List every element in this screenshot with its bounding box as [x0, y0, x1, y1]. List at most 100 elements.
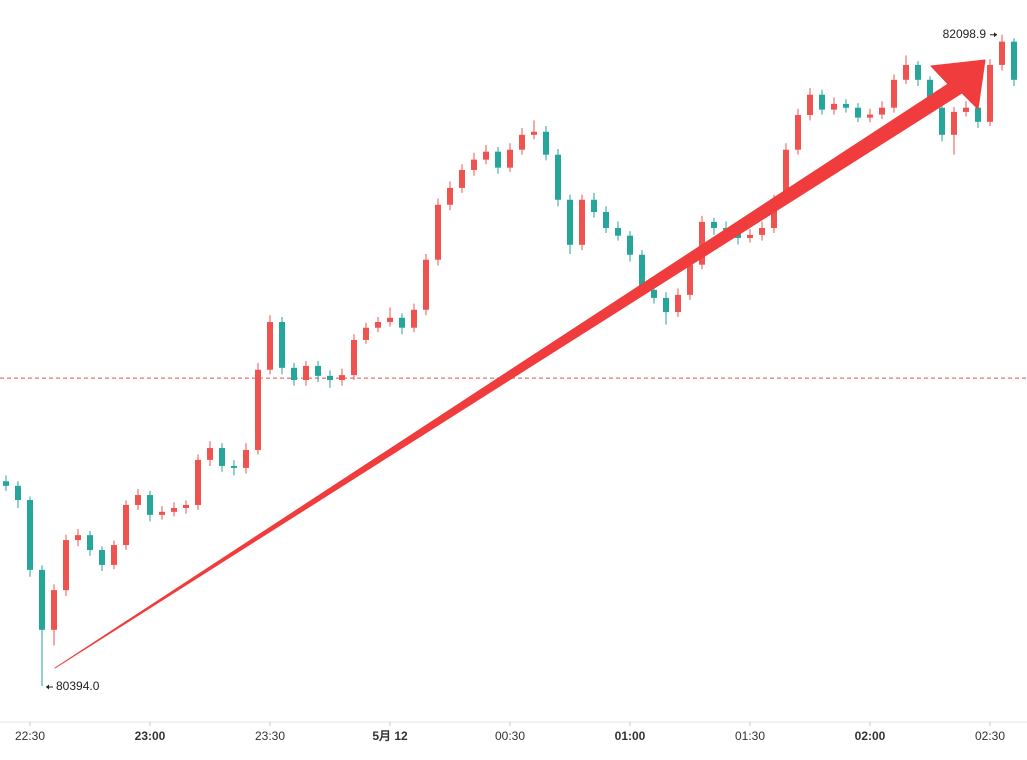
candle-body: [315, 365, 321, 376]
price-annotation: 82098.9: [943, 27, 997, 41]
candle-body: [927, 79, 933, 108]
x-tick-label: 01:00: [615, 729, 646, 743]
candle-body: [495, 151, 501, 168]
candle-body: [147, 495, 153, 515]
candle-body: [699, 221, 705, 265]
candle-body: [711, 221, 717, 229]
candle-body: [255, 369, 261, 450]
candle-body: [891, 79, 897, 108]
candle-body: [747, 234, 753, 238]
candle-body: [423, 259, 429, 310]
candle-body: [627, 235, 633, 255]
candle-body: [219, 448, 225, 466]
candle-body: [363, 327, 369, 340]
candle-body: [651, 289, 657, 298]
x-tick-label: 23:30: [255, 729, 285, 743]
candle-body: [291, 367, 297, 381]
candle-body: [471, 159, 477, 170]
candle-body: [783, 149, 789, 200]
x-tick-label: 02:00: [855, 729, 886, 743]
candle-body: [771, 199, 777, 229]
candle-body: [267, 321, 273, 370]
candle-body: [963, 107, 969, 112]
annotation-label: 82098.9: [943, 27, 987, 41]
candle-body: [939, 107, 945, 135]
candle-body: [603, 211, 609, 229]
candle-body: [843, 103, 849, 108]
candle-body: [519, 134, 525, 150]
candle-body: [63, 540, 69, 591]
candle-body: [555, 154, 561, 200]
candle-body: [399, 317, 405, 328]
x-tick-label: 02:30: [975, 729, 1005, 743]
annotation-arrowhead: [994, 32, 997, 38]
candle-body: [195, 459, 201, 505]
candle-body: [999, 41, 1005, 65]
candle-body: [987, 64, 993, 122]
candle-body: [879, 107, 885, 115]
annotation-label: 80394.0: [56, 679, 100, 693]
candle-body: [615, 228, 621, 236]
x-tick-label: 23:00: [135, 729, 166, 743]
candle-body: [279, 321, 285, 368]
candle-body: [1011, 41, 1017, 80]
candle-body: [135, 495, 141, 505]
candle-body: [687, 264, 693, 295]
candle-body: [75, 535, 81, 541]
candle-body: [507, 149, 513, 168]
price-annotation: 80394.0: [46, 679, 100, 693]
trend-arrow: [54, 59, 986, 669]
candle-body: [795, 114, 801, 150]
candle-body: [675, 294, 681, 313]
candle-body: [207, 448, 213, 460]
candle-body: [99, 550, 105, 565]
candle-body: [39, 569, 45, 630]
candle-body: [51, 590, 57, 630]
candle-body: [111, 545, 117, 565]
candle-body: [807, 94, 813, 115]
candle-body: [339, 375, 345, 381]
candle-body: [243, 449, 249, 468]
candle-body: [303, 365, 309, 381]
candle-body: [87, 535, 93, 551]
candle-body: [531, 131, 537, 135]
candle-body: [867, 114, 873, 118]
x-tick-label: 00:30: [495, 729, 525, 743]
candle-body: [447, 187, 453, 205]
candle-body: [327, 375, 333, 381]
candle-body: [855, 107, 861, 118]
candle-body: [411, 309, 417, 328]
candle-body: [915, 64, 921, 80]
candle-body: [543, 131, 549, 155]
candle-body: [435, 204, 441, 260]
candle-body: [591, 199, 597, 212]
x-tick-label: 22:30: [15, 729, 45, 743]
candle-body: [387, 317, 393, 322]
candle-body: [171, 508, 177, 512]
candle-body: [159, 511, 165, 515]
candle-body: [483, 151, 489, 160]
x-tick-label: 01:30: [735, 729, 765, 743]
candle-body: [351, 339, 357, 376]
candle-body: [639, 254, 645, 290]
candle-body: [27, 499, 33, 570]
candle-body: [459, 169, 465, 188]
candle-body: [123, 504, 129, 546]
candle-body: [231, 465, 237, 468]
x-tick-label: 5月 12: [372, 729, 408, 743]
candle-body: [3, 481, 9, 486]
candle-body: [759, 228, 765, 235]
candle-body: [831, 103, 837, 110]
plot-area: [0, 34, 1027, 687]
candle-body: [375, 321, 381, 328]
candle-body: [903, 64, 909, 80]
candle-body: [951, 111, 957, 135]
candle-body: [183, 504, 189, 509]
candle-body: [579, 199, 585, 245]
candle-body: [15, 485, 21, 500]
candle-body: [819, 94, 825, 110]
candle-body: [663, 297, 669, 313]
candle-body: [567, 199, 573, 245]
